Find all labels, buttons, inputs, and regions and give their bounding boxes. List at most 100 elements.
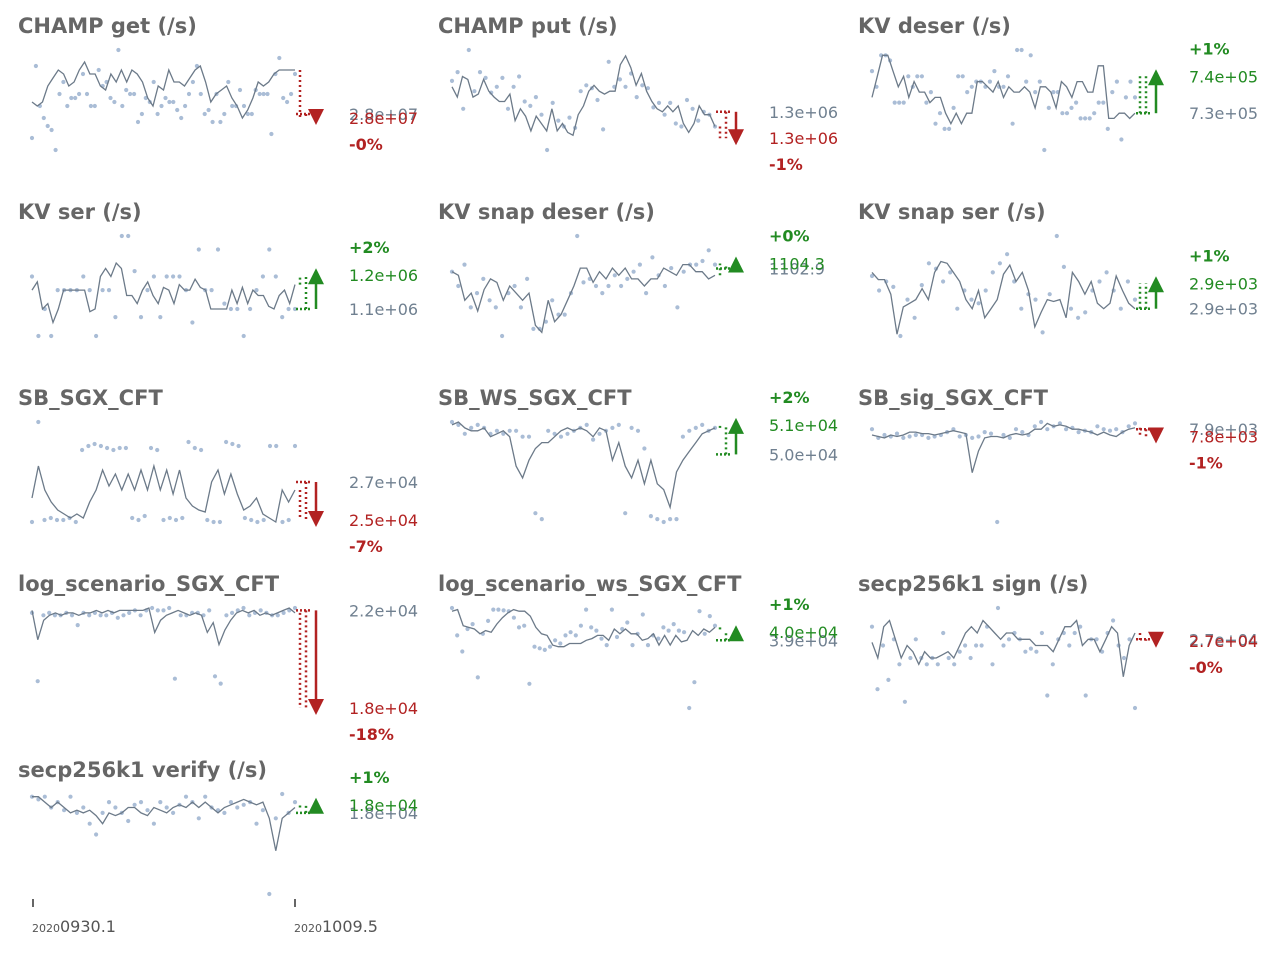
sample-dot	[87, 613, 91, 617]
sample-dot	[85, 92, 89, 96]
sample-dot	[610, 426, 614, 430]
sample-dot	[219, 682, 223, 686]
sample-dot	[1133, 706, 1137, 710]
sample-dot	[94, 832, 98, 836]
sample-dot	[613, 273, 617, 277]
sample-dot	[675, 305, 679, 309]
current-value-label: 2.9e+03	[1189, 274, 1258, 293]
sample-dot	[947, 656, 951, 660]
sample-dot	[107, 288, 111, 292]
sample-dot	[222, 302, 226, 306]
sample-dot	[1067, 643, 1071, 647]
sample-dot	[961, 74, 965, 78]
sample-dot	[606, 284, 610, 288]
triangle-down-icon	[308, 699, 324, 715]
sample-dot	[1014, 427, 1018, 431]
triangle-up-icon	[728, 257, 744, 273]
sample-dot	[623, 511, 627, 515]
sample-dot	[108, 96, 112, 100]
sparkline-panel: KV snap deser (/s) 1102.9 1104.3 +0%	[420, 186, 840, 372]
sample-dot	[662, 520, 666, 524]
sample-dot	[255, 520, 259, 524]
sample-dot	[1041, 330, 1045, 334]
sample-dot	[538, 646, 542, 650]
sample-dot	[700, 423, 704, 427]
sample-dot	[1047, 106, 1051, 110]
sample-dot	[124, 446, 128, 450]
sample-dot	[877, 288, 881, 292]
sparkline-svg: 2.2e+041.8e+04-18%	[0, 558, 420, 744]
sample-dot	[186, 440, 190, 444]
sample-dot	[139, 613, 143, 617]
sample-dot	[57, 92, 61, 96]
sample-dot	[591, 438, 595, 442]
sample-dot	[548, 645, 552, 649]
change-percent-label: +1%	[1189, 39, 1230, 58]
sample-dot	[139, 800, 143, 804]
sample-dot	[517, 625, 521, 629]
sample-dot	[984, 288, 988, 292]
sparkline-panel: CHAMP put (/s) 1.3e+06 1.3e+06 -1%	[420, 0, 840, 186]
sample-dot	[113, 315, 117, 319]
sample-dot	[133, 803, 137, 807]
sample-dot	[261, 274, 265, 278]
sample-dot	[677, 629, 681, 633]
sample-dot	[81, 805, 85, 809]
sample-dot	[882, 433, 886, 437]
trend-line	[452, 265, 715, 333]
sample-dot	[908, 434, 912, 438]
sample-dot	[929, 90, 933, 94]
sample-dot	[594, 629, 598, 633]
sample-dot	[179, 116, 183, 120]
trend-line	[452, 610, 715, 647]
sample-dot	[617, 423, 621, 427]
sample-dot	[646, 643, 650, 647]
sample-dot	[248, 307, 252, 311]
change-percent-label: +1%	[769, 595, 810, 614]
sample-dot	[1051, 662, 1055, 666]
sample-dot	[69, 96, 73, 100]
sample-dot	[229, 307, 233, 311]
triangle-up-icon	[1148, 69, 1164, 85]
sample-dot	[988, 80, 992, 84]
sample-dot	[915, 74, 919, 78]
sample-dot	[1119, 307, 1123, 311]
sample-dot	[65, 104, 69, 108]
sample-dot	[174, 518, 178, 522]
sample-dot	[1115, 80, 1119, 84]
sample-dot	[175, 108, 179, 112]
sample-dot	[941, 631, 945, 635]
sample-dot	[970, 436, 974, 440]
triangle-up-icon	[728, 418, 744, 434]
sparkline-svg: 2.7e+042.7e+04-0%	[840, 558, 1260, 744]
sample-dot	[938, 111, 942, 115]
sample-dot	[519, 305, 523, 309]
sample-dot	[920, 74, 924, 78]
sparkline-panel: KV snap ser (/s) 2.9e+03 2.9e+03 +1%	[840, 186, 1260, 372]
sample-dot	[121, 613, 125, 617]
sample-dot	[481, 277, 485, 281]
sparkline-panel: CHAMP get (/s) 2.8e+07 2.8e+07 -0%	[0, 0, 420, 186]
sample-dot	[958, 650, 962, 654]
sample-dot	[886, 678, 890, 682]
sample-dot	[1033, 424, 1037, 428]
sample-dot	[963, 643, 967, 647]
sample-dot	[1133, 95, 1137, 99]
triangle-down-icon	[308, 511, 324, 527]
sample-dot	[243, 516, 247, 520]
sample-dot	[905, 298, 909, 302]
sample-dot	[235, 307, 239, 311]
sample-dot	[897, 101, 901, 105]
sample-dot	[1064, 427, 1068, 431]
sample-dot	[891, 285, 895, 289]
sample-dot	[289, 92, 293, 96]
sample-dot	[1097, 279, 1101, 283]
sample-dot	[1024, 80, 1028, 84]
triangle-down-icon	[728, 129, 744, 145]
sample-dot	[682, 270, 686, 274]
sample-dot	[1033, 90, 1037, 94]
sample-dot	[136, 120, 140, 124]
sample-dot	[870, 625, 874, 629]
sample-dot	[1062, 265, 1066, 269]
sample-dot	[55, 518, 59, 522]
